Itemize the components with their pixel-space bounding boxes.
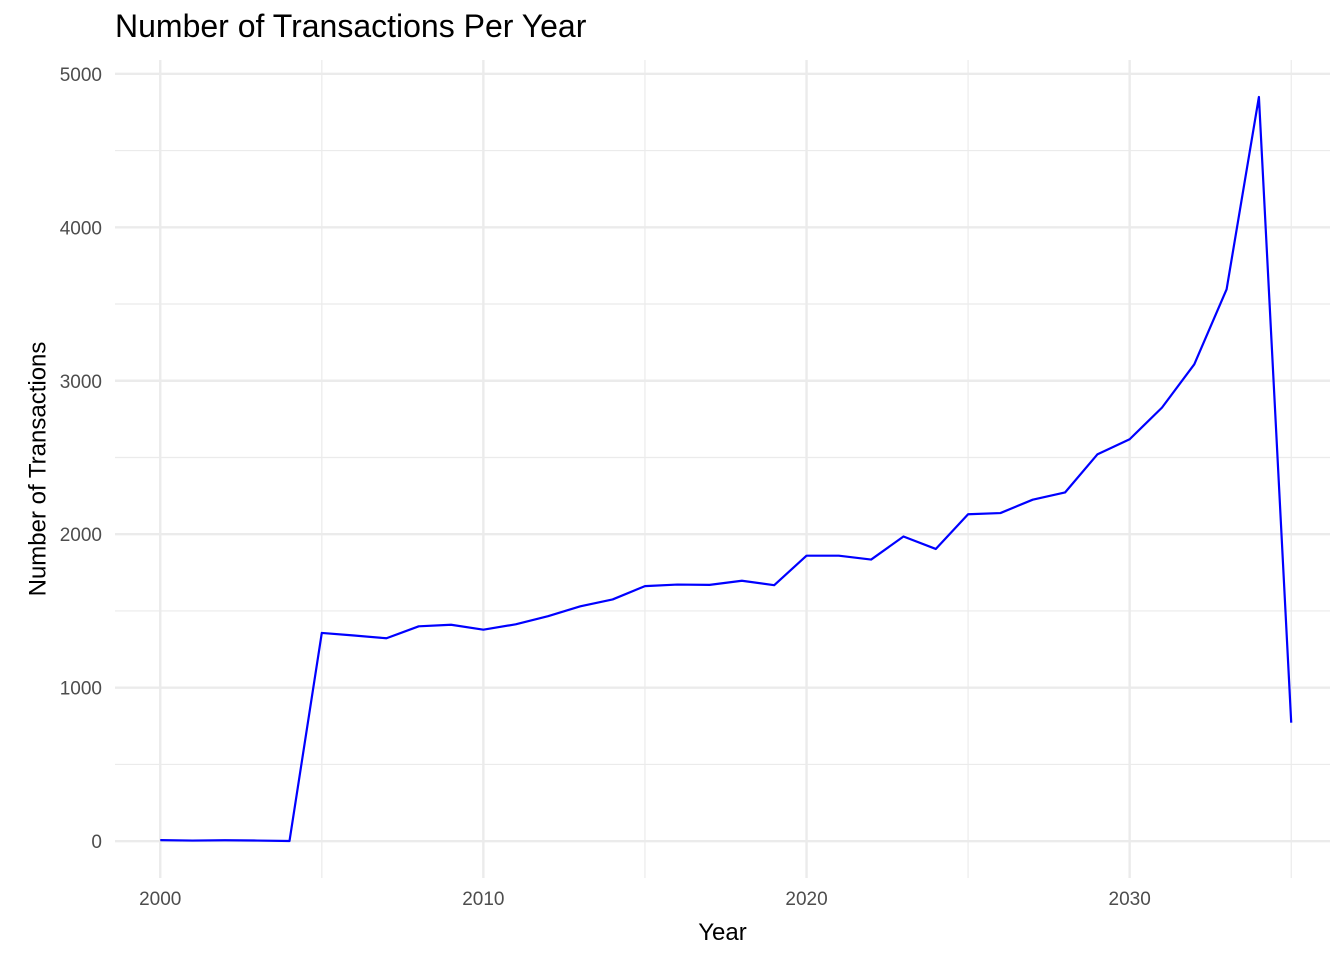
y-tick-label: 4000	[60, 218, 102, 239]
y-axis-title: Number of Transactions	[24, 342, 51, 597]
series-line	[160, 95, 1293, 843]
y-tick-label: 0	[91, 832, 102, 853]
y-tick-label: 2000	[60, 525, 102, 546]
series-layer	[160, 95, 1293, 843]
x-tick-label: 2030	[1109, 889, 1151, 910]
minor-gridlines	[115, 60, 1330, 878]
major-gridlines	[115, 60, 1330, 878]
y-tick-label: 1000	[60, 679, 102, 700]
y-tick-label: 3000	[60, 372, 102, 393]
x-tick-label: 2010	[462, 889, 504, 910]
chart-title: Number of Transactions Per Year	[115, 8, 587, 44]
tick-labels: 2000 2010 2020 2030 0 1000 2000 3000 4000 5000	[60, 65, 1151, 910]
x-tick-label: 2020	[785, 889, 827, 910]
y-tick-label: 5000	[60, 65, 102, 86]
x-tick-label: 2000	[139, 889, 181, 910]
x-axis-title: Year	[698, 919, 747, 946]
